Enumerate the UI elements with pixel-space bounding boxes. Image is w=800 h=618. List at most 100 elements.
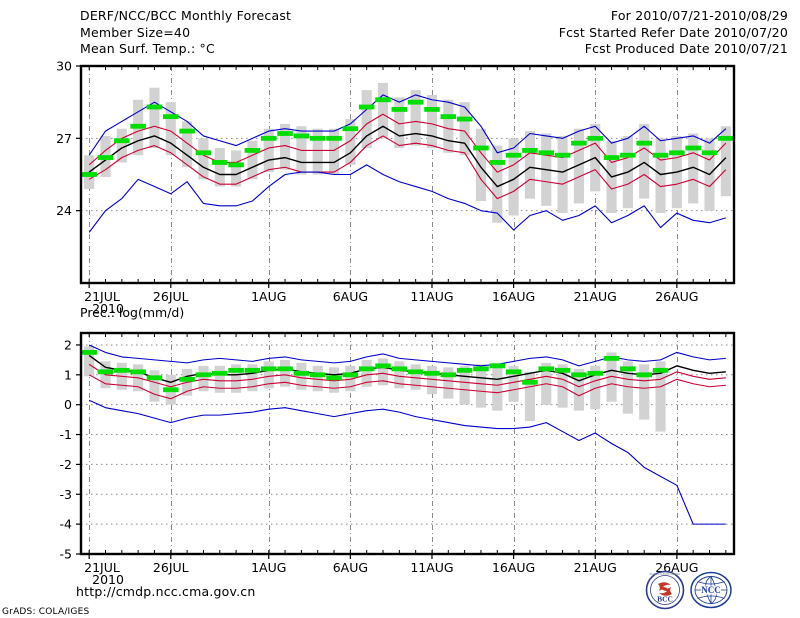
x-axis-tick-label: 21JUL <box>84 289 120 304</box>
ensemble-spread-bar <box>296 362 307 390</box>
plot-frame <box>79 331 736 556</box>
observation-dash <box>473 366 489 372</box>
bcc-logo: BCC BEIJING CLIMATE CENTER <box>645 570 685 610</box>
ensemble-spread-bar <box>443 367 454 399</box>
y-axis-tick-label: 1 <box>64 367 72 382</box>
x-axis-tick-label: 16AUG <box>492 289 535 304</box>
y-axis-tick-label: -5 <box>60 547 72 562</box>
observation-dash <box>309 372 326 378</box>
ensemble-spread-bar <box>639 364 650 420</box>
observation-dash <box>407 369 424 375</box>
page-title: DERF/NCC/BCC Monthly Forecast <box>80 8 292 23</box>
observation-dash <box>407 99 424 105</box>
ensemble-spread-bar <box>524 131 535 199</box>
observation-dash <box>538 150 555 156</box>
ensemble-spread-bar <box>573 368 584 411</box>
observation-dash <box>358 104 375 110</box>
ensemble-spread-bar <box>475 364 487 408</box>
observation-dash <box>244 147 261 153</box>
forecast-produced-label: Fcst Produced Date 2010/07/21 <box>584 41 788 56</box>
ncc-logo: NCC <box>690 570 732 610</box>
ensemble-spread-bar <box>524 371 535 422</box>
x-axis-tick-label: 6AUG <box>333 560 368 575</box>
series-max <box>88 94 727 156</box>
observation-dash <box>424 370 440 376</box>
series-lower_quartile <box>88 374 726 400</box>
ensemble-spread-bar <box>312 365 323 392</box>
observation-dash <box>505 152 522 158</box>
observation-dash <box>652 152 669 158</box>
observation-dash <box>212 160 228 165</box>
forecast-range-label: For 2010/07/21-2010/08/29 <box>610 8 788 23</box>
website-url[interactable]: http://cmdp.ncc.cma.gov.cn <box>76 584 256 599</box>
series-min <box>88 164 726 233</box>
observation-dash <box>130 123 146 129</box>
ensemble-spread-bar <box>655 361 666 432</box>
ensemble-spread-bar <box>263 361 274 389</box>
x-axis-year-label: 2010 <box>92 572 124 587</box>
observation-dash <box>685 145 701 151</box>
observation-dash <box>669 150 685 156</box>
x-axis-tick-label: 1AUG <box>251 289 286 304</box>
y-axis-tick-label: -2 <box>60 457 72 472</box>
observation-dash <box>114 367 130 373</box>
ensemble-spread-bar <box>280 123 291 170</box>
observation-dash <box>391 366 408 372</box>
ensemble-spread-bar <box>198 365 209 392</box>
x-axis-tick-label: 11AUG <box>410 289 453 304</box>
observation-dash <box>260 366 277 372</box>
observation-dash <box>587 370 603 376</box>
series-upper_quartile <box>88 113 727 173</box>
ensemble-spread-bar <box>361 90 372 148</box>
observation-dash <box>554 367 571 373</box>
ensemble-spread-bar <box>263 128 274 173</box>
series-upper_quartile <box>88 363 726 388</box>
series-mean <box>88 354 726 383</box>
ensemble-spread-bar <box>639 123 650 199</box>
x-axis-tick-label: 6AUG <box>333 289 368 304</box>
ensemble-spread-bar <box>720 126 731 197</box>
y-axis-tick-label: 30 <box>56 59 72 74</box>
y-axis-tick-label: 27 <box>56 131 72 146</box>
ensemble-spread-bar <box>84 346 95 377</box>
header-right-block: For 2010/07/21-2010/08/29 Fcst Started R… <box>559 8 788 58</box>
observation-dash <box>571 140 587 146</box>
precipitation-panel: -5 -4 -3 -2 -1 0 1 2 21JUL 26JUL 1AUG 6AUG 11AUG 16AU… <box>60 331 736 587</box>
observation-dash <box>505 369 522 375</box>
ensemble-spread-bar <box>182 121 193 168</box>
x-axis-tick-label: 16AUG <box>492 560 535 575</box>
x-axis-tick-label: 26JUL <box>153 560 189 575</box>
ensemble-spread-bar <box>328 128 340 175</box>
x-axis-tick-label: 26AUG <box>655 289 698 304</box>
observation-dash <box>293 133 310 139</box>
observation-dash <box>114 138 130 144</box>
observation-dash <box>195 372 212 378</box>
y-axis-tick-label: 0 <box>64 397 72 412</box>
observation-dash <box>571 372 587 378</box>
ensemble-spread-bar <box>508 138 519 216</box>
ensemble-spread-bar <box>149 87 160 148</box>
ensemble-spread-bar <box>345 119 356 165</box>
ensemble-spread-bar <box>231 150 242 187</box>
y-axis-tick-label: 24 <box>56 203 72 218</box>
precipitation-panel-caption: Prec.: log(mm/d) <box>80 305 185 320</box>
ensemble-spread-bar <box>394 361 405 389</box>
ensemble-spread-bar <box>606 352 617 402</box>
y-axis-tick-label: -3 <box>60 487 72 502</box>
y-axis-tick-label: -1 <box>60 427 72 442</box>
ensemble-spread-bar <box>116 128 127 163</box>
observation-dash <box>701 150 718 156</box>
observation-dash <box>375 97 391 103</box>
ensemble-spread-bar <box>198 138 209 180</box>
ensemble-spread-bar <box>426 365 438 395</box>
observation-dash <box>440 114 457 120</box>
ensemble-spread-bar <box>149 370 160 402</box>
ensemble-spread-bar <box>557 135 568 214</box>
ensemble-spread-bar <box>508 365 519 402</box>
observation-dash <box>163 387 179 393</box>
observation-dash <box>260 135 277 141</box>
x-axis-tick-label: 21JUL <box>84 560 120 575</box>
ensemble-spread-bar <box>443 99 454 153</box>
ensemble-spread-bar <box>214 147 225 187</box>
observation-dash <box>277 131 293 136</box>
